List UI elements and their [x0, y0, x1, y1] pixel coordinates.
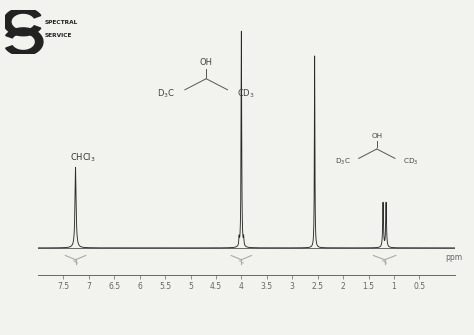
Text: SPECTRAL: SPECTRAL — [45, 20, 78, 25]
Polygon shape — [3, 8, 41, 36]
Text: D$_3$C: D$_3$C — [335, 157, 351, 167]
Polygon shape — [6, 28, 43, 56]
Text: OH: OH — [371, 133, 383, 139]
Text: ppm: ppm — [446, 253, 463, 262]
Text: D$_3$C: D$_3$C — [157, 87, 175, 100]
Text: OH: OH — [200, 58, 213, 67]
Text: SERVICE: SERVICE — [45, 33, 73, 38]
Text: CD$_3$: CD$_3$ — [237, 87, 255, 100]
Text: CHCl$_3$: CHCl$_3$ — [70, 152, 96, 164]
Text: CD$_3$: CD$_3$ — [403, 157, 419, 167]
